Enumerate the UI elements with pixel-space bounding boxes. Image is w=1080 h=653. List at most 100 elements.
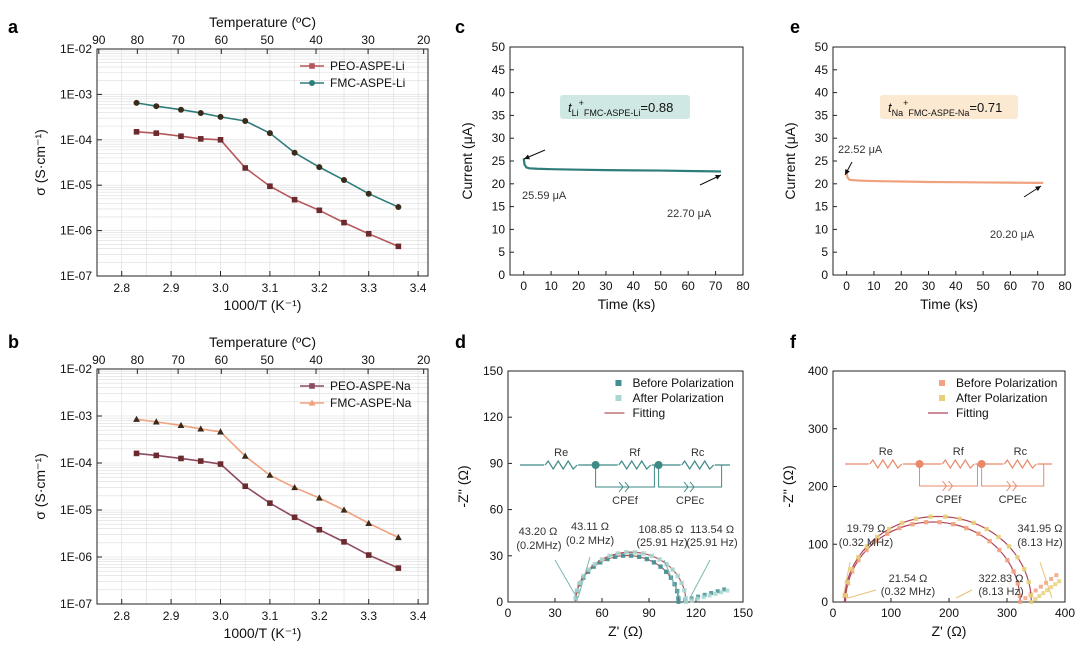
x-tick-label: 2.8: [113, 609, 130, 623]
data-point: [242, 165, 249, 171]
x-axis-label: 1000/T (K⁻¹): [224, 625, 302, 641]
x-axis-label: Z' (Ω): [608, 623, 643, 639]
data-point: [241, 452, 249, 459]
x-tick-label: 40: [949, 279, 963, 293]
y-tick-label: 100: [808, 537, 828, 551]
impedance-annotation: (0.32 MHz): [839, 537, 893, 549]
legend-label: FMC-ASPE-Li: [330, 76, 405, 90]
tail-point: [1049, 577, 1054, 582]
data-point: [395, 204, 402, 211]
impedance-point: [928, 514, 933, 519]
impedance-point: [984, 526, 989, 532]
tail-point: [1033, 588, 1038, 593]
impedance-point: [875, 534, 880, 540]
data-point: [217, 113, 224, 120]
legend-marker: [309, 80, 315, 86]
legend-label: PEO-ASPE-Na: [330, 379, 411, 393]
impedance-point: [615, 551, 621, 556]
data-point: [291, 483, 299, 491]
y-tick-label: 10: [492, 222, 506, 236]
y-tick-label: 0: [821, 595, 828, 609]
top-axis-label: Temperature (ºC): [209, 14, 316, 30]
tail-point: [725, 588, 730, 593]
tail-point: [683, 600, 688, 604]
impedance-point: [976, 531, 981, 536]
impedance-annotation: 113.54 Ω: [690, 524, 734, 536]
impedance-point: [897, 525, 902, 531]
data-point: [395, 565, 402, 571]
y-tick-label: 300: [808, 422, 828, 436]
impedance-point: [842, 593, 847, 598]
impedance-point: [628, 553, 634, 558]
x-tick-label: 0: [830, 606, 837, 620]
y-tick-label: 5: [498, 245, 505, 259]
legend-marker: [939, 380, 946, 386]
leader-line: [1039, 561, 1053, 599]
x-tick-label: 300: [997, 606, 1017, 620]
data-point: [365, 231, 372, 237]
data-point: [217, 461, 224, 467]
tail-point: [1023, 596, 1028, 601]
impedance-point: [675, 573, 680, 579]
top-tick-label: 70: [171, 33, 185, 47]
impedance-point: [964, 525, 969, 531]
y-tick-label: 45: [815, 63, 829, 77]
x-tick-label: 10: [867, 279, 881, 293]
impedance-point: [1015, 581, 1021, 586]
tail-point: [1033, 597, 1038, 602]
tail-point: [715, 589, 720, 594]
legend-marker: [615, 380, 622, 386]
data-point: [197, 109, 204, 116]
resistor-rf: [618, 459, 652, 471]
current-line: [845, 172, 1044, 184]
x-tick-label: 3.3: [360, 281, 377, 295]
resistor-re: [869, 458, 903, 470]
top-tick-label: 70: [171, 353, 185, 367]
tail-point: [1018, 600, 1023, 604]
impedance-point: [599, 557, 605, 562]
y-tick-label: 50: [492, 40, 506, 54]
data-point: [178, 455, 184, 462]
panel-d: 0 30 60 90 120 150 0 30 60 90 120 150 Z' (Ω) -Z'' (Ω)…: [455, 364, 753, 639]
x-tick-label: 0: [505, 606, 512, 620]
legend-marker: [939, 395, 946, 401]
impedance-point: [644, 556, 649, 562]
legend-label: Before Polarization: [956, 376, 1057, 390]
legend-label: Before Polarization: [632, 376, 733, 390]
data-point: [178, 133, 184, 140]
top-tick-label: 20: [417, 353, 431, 367]
symbol: t: [568, 100, 573, 115]
impedance-point: [624, 550, 629, 555]
cpe-branch: [919, 464, 978, 487]
data-point: [266, 130, 273, 137]
x-tick-label: 30: [599, 279, 613, 293]
top-tick-label: 90: [92, 353, 106, 367]
tail-point: [702, 592, 707, 597]
top-tick-label: 50: [261, 353, 275, 367]
impedance-point: [873, 538, 879, 544]
transference-number: tNa+FMC-ASPE-Na=0.71: [888, 98, 1002, 118]
x-tick-label: 30: [548, 606, 562, 620]
transference-number: tLi+FMC-ASPE-Li=0.88: [568, 98, 673, 118]
x-tick-label: 90: [642, 606, 656, 620]
impedance-point: [620, 553, 626, 558]
leader-line: [955, 589, 973, 599]
data-point: [177, 421, 185, 429]
top-tick-label: 40: [309, 33, 323, 47]
impedance-point: [856, 555, 861, 560]
y-axis-label: σ (S·cm⁻¹): [32, 453, 48, 520]
x-axis-label: Z' (Ω): [932, 623, 967, 639]
legend-marker: [309, 63, 315, 69]
resistor-rc: [1003, 458, 1037, 470]
x-tick-label: 80: [736, 279, 750, 293]
data-point: [267, 500, 273, 506]
series-line: [136, 102, 399, 208]
superscript: +: [903, 98, 908, 108]
impedance-point: [1026, 579, 1031, 585]
y-tick-label: 20: [492, 177, 506, 191]
data-point: [197, 425, 205, 432]
x-tick-label: 40: [627, 279, 641, 293]
legend-marker: [308, 399, 316, 406]
subscript: Na: [892, 108, 904, 118]
